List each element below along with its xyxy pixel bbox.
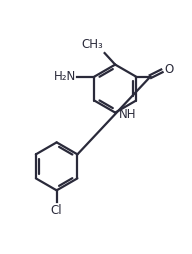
Text: NH: NH — [119, 108, 136, 121]
Text: H₂N: H₂N — [54, 70, 76, 83]
Text: O: O — [165, 64, 174, 76]
Text: CH₃: CH₃ — [81, 38, 103, 51]
Text: Cl: Cl — [51, 204, 62, 217]
